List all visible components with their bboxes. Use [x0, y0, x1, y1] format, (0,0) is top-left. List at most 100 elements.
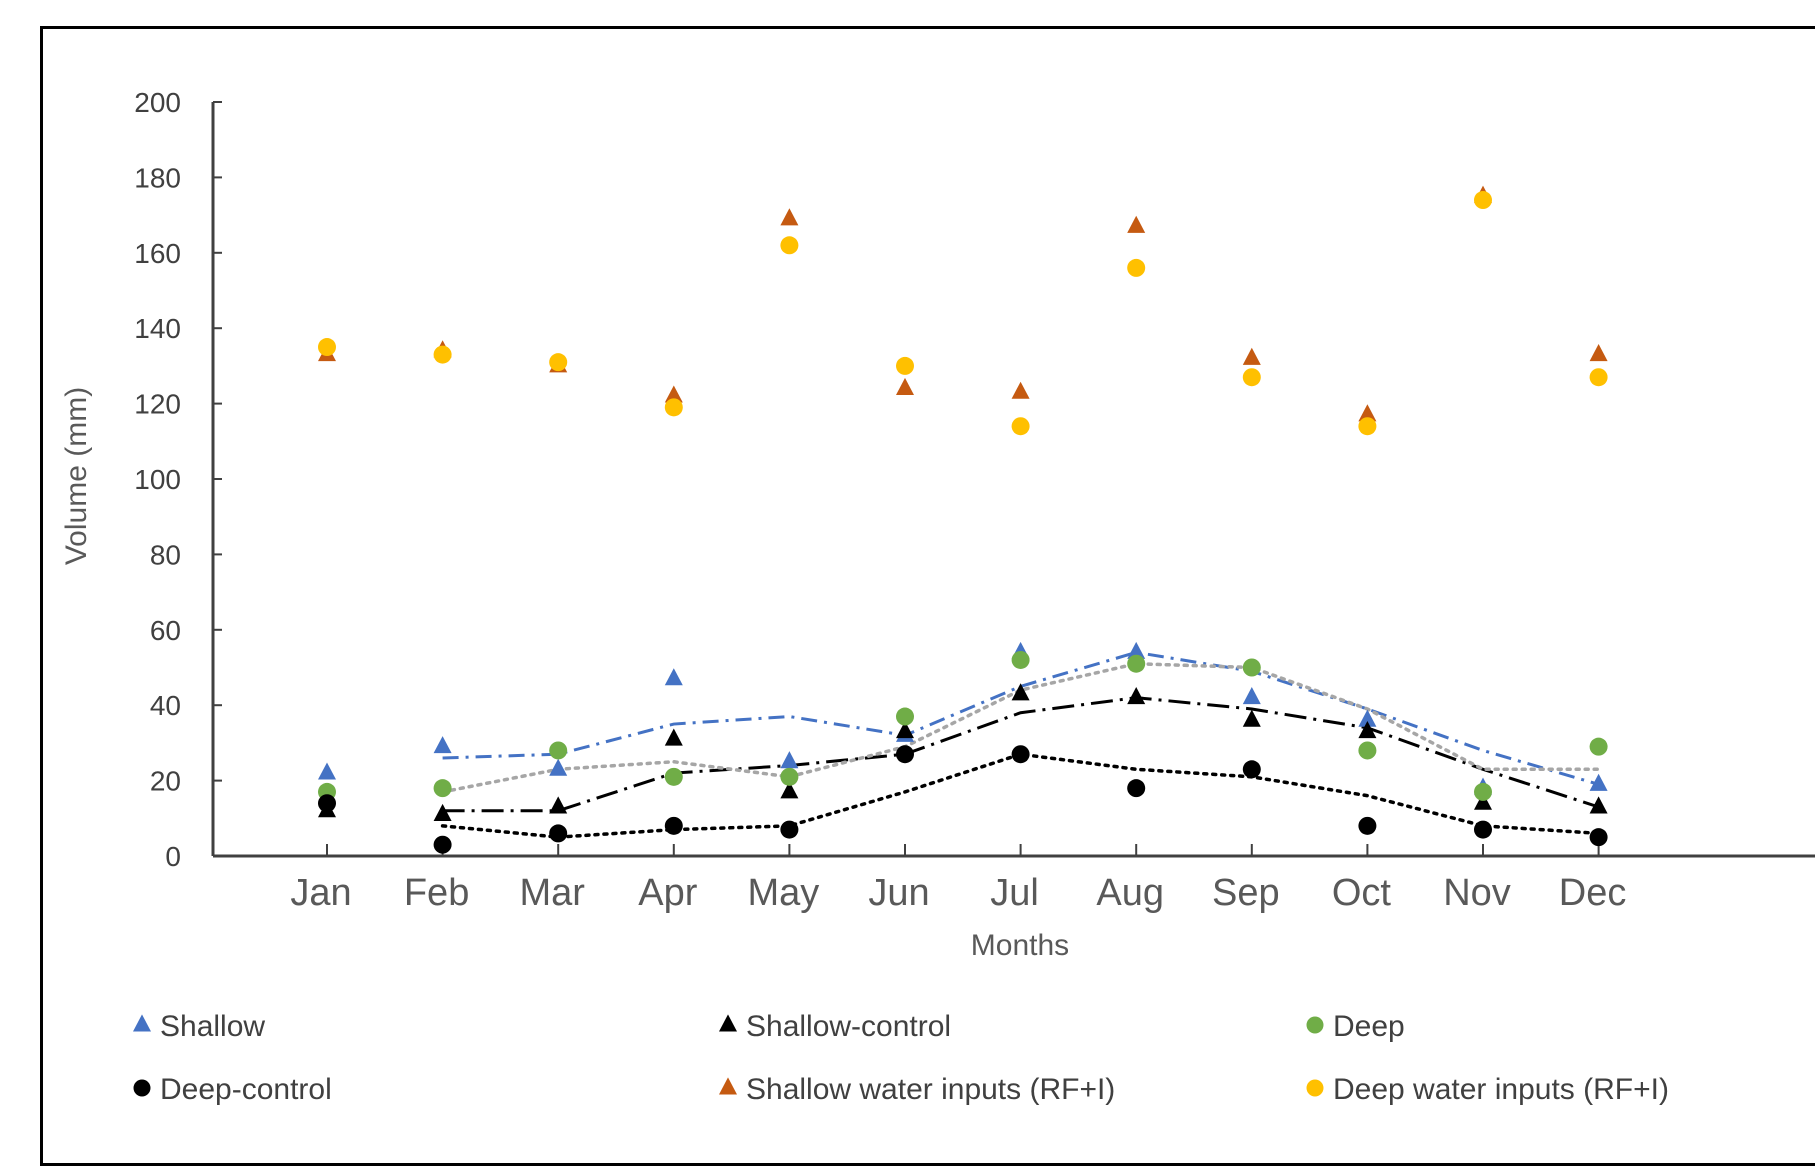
data-point — [1358, 741, 1377, 760]
data-point — [780, 767, 799, 786]
trendline — [440, 661, 1601, 794]
data-point — [549, 824, 568, 843]
data-point — [1242, 760, 1261, 779]
data-point — [1474, 782, 1492, 801]
data-point — [1358, 404, 1377, 422]
legend-marker — [1306, 1079, 1324, 1097]
legend-marker — [719, 1014, 737, 1032]
legend-label: Deep water inputs (RF+I) — [1333, 1073, 1669, 1106]
data-point — [1358, 720, 1377, 739]
data-point — [664, 767, 683, 786]
data-point — [780, 236, 799, 255]
legend-label: Deep-control — [160, 1073, 332, 1106]
data-point — [1589, 737, 1608, 756]
data-point — [1474, 792, 1492, 810]
data-point — [1358, 816, 1377, 835]
data-point — [1011, 381, 1030, 399]
data-point — [433, 736, 452, 754]
data-point — [1011, 745, 1030, 764]
y-axis-title: Volume (mm) — [60, 387, 93, 565]
legend-item: Deep water inputs (RF+I) — [1306, 1073, 1669, 1106]
data-point — [549, 758, 568, 776]
y-tick-label: 80 — [150, 539, 181, 570]
legend-item: Shallow water inputs (RF+I) — [719, 1073, 1115, 1106]
y-tick-label: 200 — [134, 87, 181, 118]
legend-marker — [1306, 1016, 1324, 1034]
data-point — [664, 398, 683, 417]
x-tick-label: May — [748, 872, 820, 914]
data-point — [1589, 796, 1608, 814]
data-point — [433, 345, 452, 364]
data-point — [896, 377, 914, 396]
data-point — [1127, 215, 1146, 233]
x-tick-label: Oct — [1332, 872, 1392, 914]
data-point — [1589, 773, 1608, 791]
y-tick-label: 20 — [150, 766, 181, 797]
x-tick-label: Mar — [519, 872, 585, 914]
data-point — [664, 816, 683, 835]
data-point — [1474, 820, 1492, 839]
legend-item: Deep-control — [133, 1073, 332, 1106]
legend-label: Deep — [1333, 1010, 1405, 1043]
x-tick-label: Apr — [638, 872, 697, 914]
y-tick-label: 100 — [134, 464, 181, 495]
data-point — [318, 338, 336, 357]
data-point — [433, 779, 452, 798]
data-point — [896, 707, 914, 726]
x-tick-label: Jul — [990, 872, 1039, 914]
data-point — [1358, 417, 1377, 436]
y-tick-label: 120 — [134, 389, 181, 420]
data-point — [780, 751, 799, 769]
y-tick-label: 40 — [150, 690, 181, 721]
data-point — [1242, 347, 1261, 365]
y-tick-label: 60 — [150, 615, 181, 646]
data-point — [1127, 641, 1146, 659]
legend-marker — [719, 1077, 737, 1095]
data-point — [549, 796, 568, 814]
y-tick-label: 180 — [134, 162, 181, 193]
data-point — [1358, 709, 1377, 727]
x-tick-label: Aug — [1096, 872, 1164, 914]
data-point — [433, 835, 452, 854]
x-tick-label: Jun — [868, 872, 929, 914]
chart-frame — [40, 26, 1815, 1166]
trendline — [442, 696, 1600, 813]
data-point — [318, 794, 336, 813]
data-point — [780, 781, 799, 799]
data-points — [318, 185, 1608, 854]
legend-label: Shallow-control — [746, 1010, 951, 1043]
axes: 0 20 40 60 80 100 120 140 160 180 200 Jan Feb Mar Apr M… — [134, 87, 1815, 914]
data-point — [318, 762, 336, 780]
data-point — [664, 385, 683, 403]
data-point — [1127, 258, 1146, 277]
legend-marker — [133, 1079, 151, 1097]
data-point — [1242, 709, 1261, 727]
trendline — [442, 650, 1600, 786]
data-point — [664, 728, 683, 746]
data-point — [1242, 368, 1261, 387]
x-tick-label: Dec — [1559, 872, 1627, 914]
data-point — [1011, 683, 1030, 701]
data-point — [1589, 368, 1608, 387]
data-point — [896, 745, 914, 764]
trendlines — [440, 650, 1601, 839]
data-point — [1127, 779, 1146, 798]
x-tick-label: Jan — [290, 872, 351, 914]
legend-label: Shallow — [160, 1010, 265, 1043]
legend-item: Deep — [1306, 1010, 1405, 1043]
data-point — [433, 803, 452, 822]
x-axis-title: Months — [971, 929, 1069, 962]
x-tick-label: Nov — [1443, 872, 1511, 914]
trendline — [440, 752, 1601, 839]
data-point — [1474, 191, 1492, 210]
data-point — [1242, 658, 1261, 677]
legend: Shallow Shallow-control Deep Deep-control Sh… — [133, 1010, 1669, 1106]
data-point — [1589, 343, 1608, 362]
data-point — [1011, 417, 1030, 436]
legend-item: Shallow — [133, 1010, 265, 1043]
data-point — [896, 720, 914, 739]
data-point — [549, 353, 568, 372]
data-point — [664, 668, 683, 686]
data-point — [780, 820, 799, 839]
